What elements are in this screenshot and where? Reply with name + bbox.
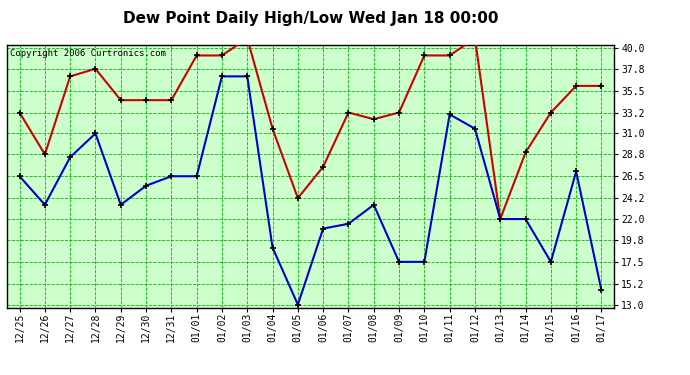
Text: Copyright 2006 Curtronics.com: Copyright 2006 Curtronics.com: [10, 49, 166, 58]
Text: Dew Point Daily High/Low Wed Jan 18 00:00: Dew Point Daily High/Low Wed Jan 18 00:0…: [123, 11, 498, 26]
